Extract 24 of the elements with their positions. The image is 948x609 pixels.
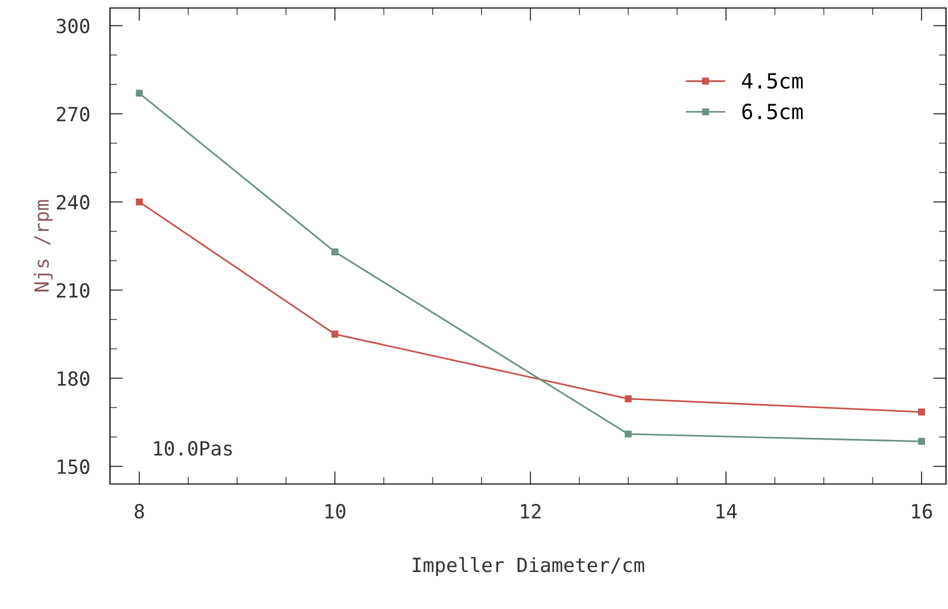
y-tick-label: 150 xyxy=(58,459,90,474)
x-tick-label: 12 xyxy=(521,504,540,518)
legend-label: 6.5cm xyxy=(742,104,803,120)
point xyxy=(331,248,338,256)
point xyxy=(331,330,338,338)
x-axis-title: Impeller Diameter/cm xyxy=(412,557,644,576)
y-axis-title: Njs /rpm xyxy=(34,200,53,292)
annotation: 10.0Pas xyxy=(154,441,232,456)
point xyxy=(918,408,926,416)
x-tick-label: 14 xyxy=(716,504,737,518)
x-tick-label: 16 xyxy=(912,504,932,519)
point xyxy=(624,430,632,438)
point xyxy=(136,90,143,97)
y-tick-label: 300 xyxy=(56,18,90,34)
x-tick-label: 8 xyxy=(134,504,144,519)
y-tick-label: 240 xyxy=(56,194,90,210)
y-tick-label: 270 xyxy=(56,106,90,122)
point xyxy=(918,438,926,445)
x-tick-label: 10 xyxy=(326,504,346,519)
legend-label: 4.5cm xyxy=(742,73,803,89)
point xyxy=(624,395,632,402)
y-tick-label: 180 xyxy=(58,371,90,386)
point xyxy=(136,198,143,206)
y-tick-label: 210 xyxy=(56,283,90,298)
